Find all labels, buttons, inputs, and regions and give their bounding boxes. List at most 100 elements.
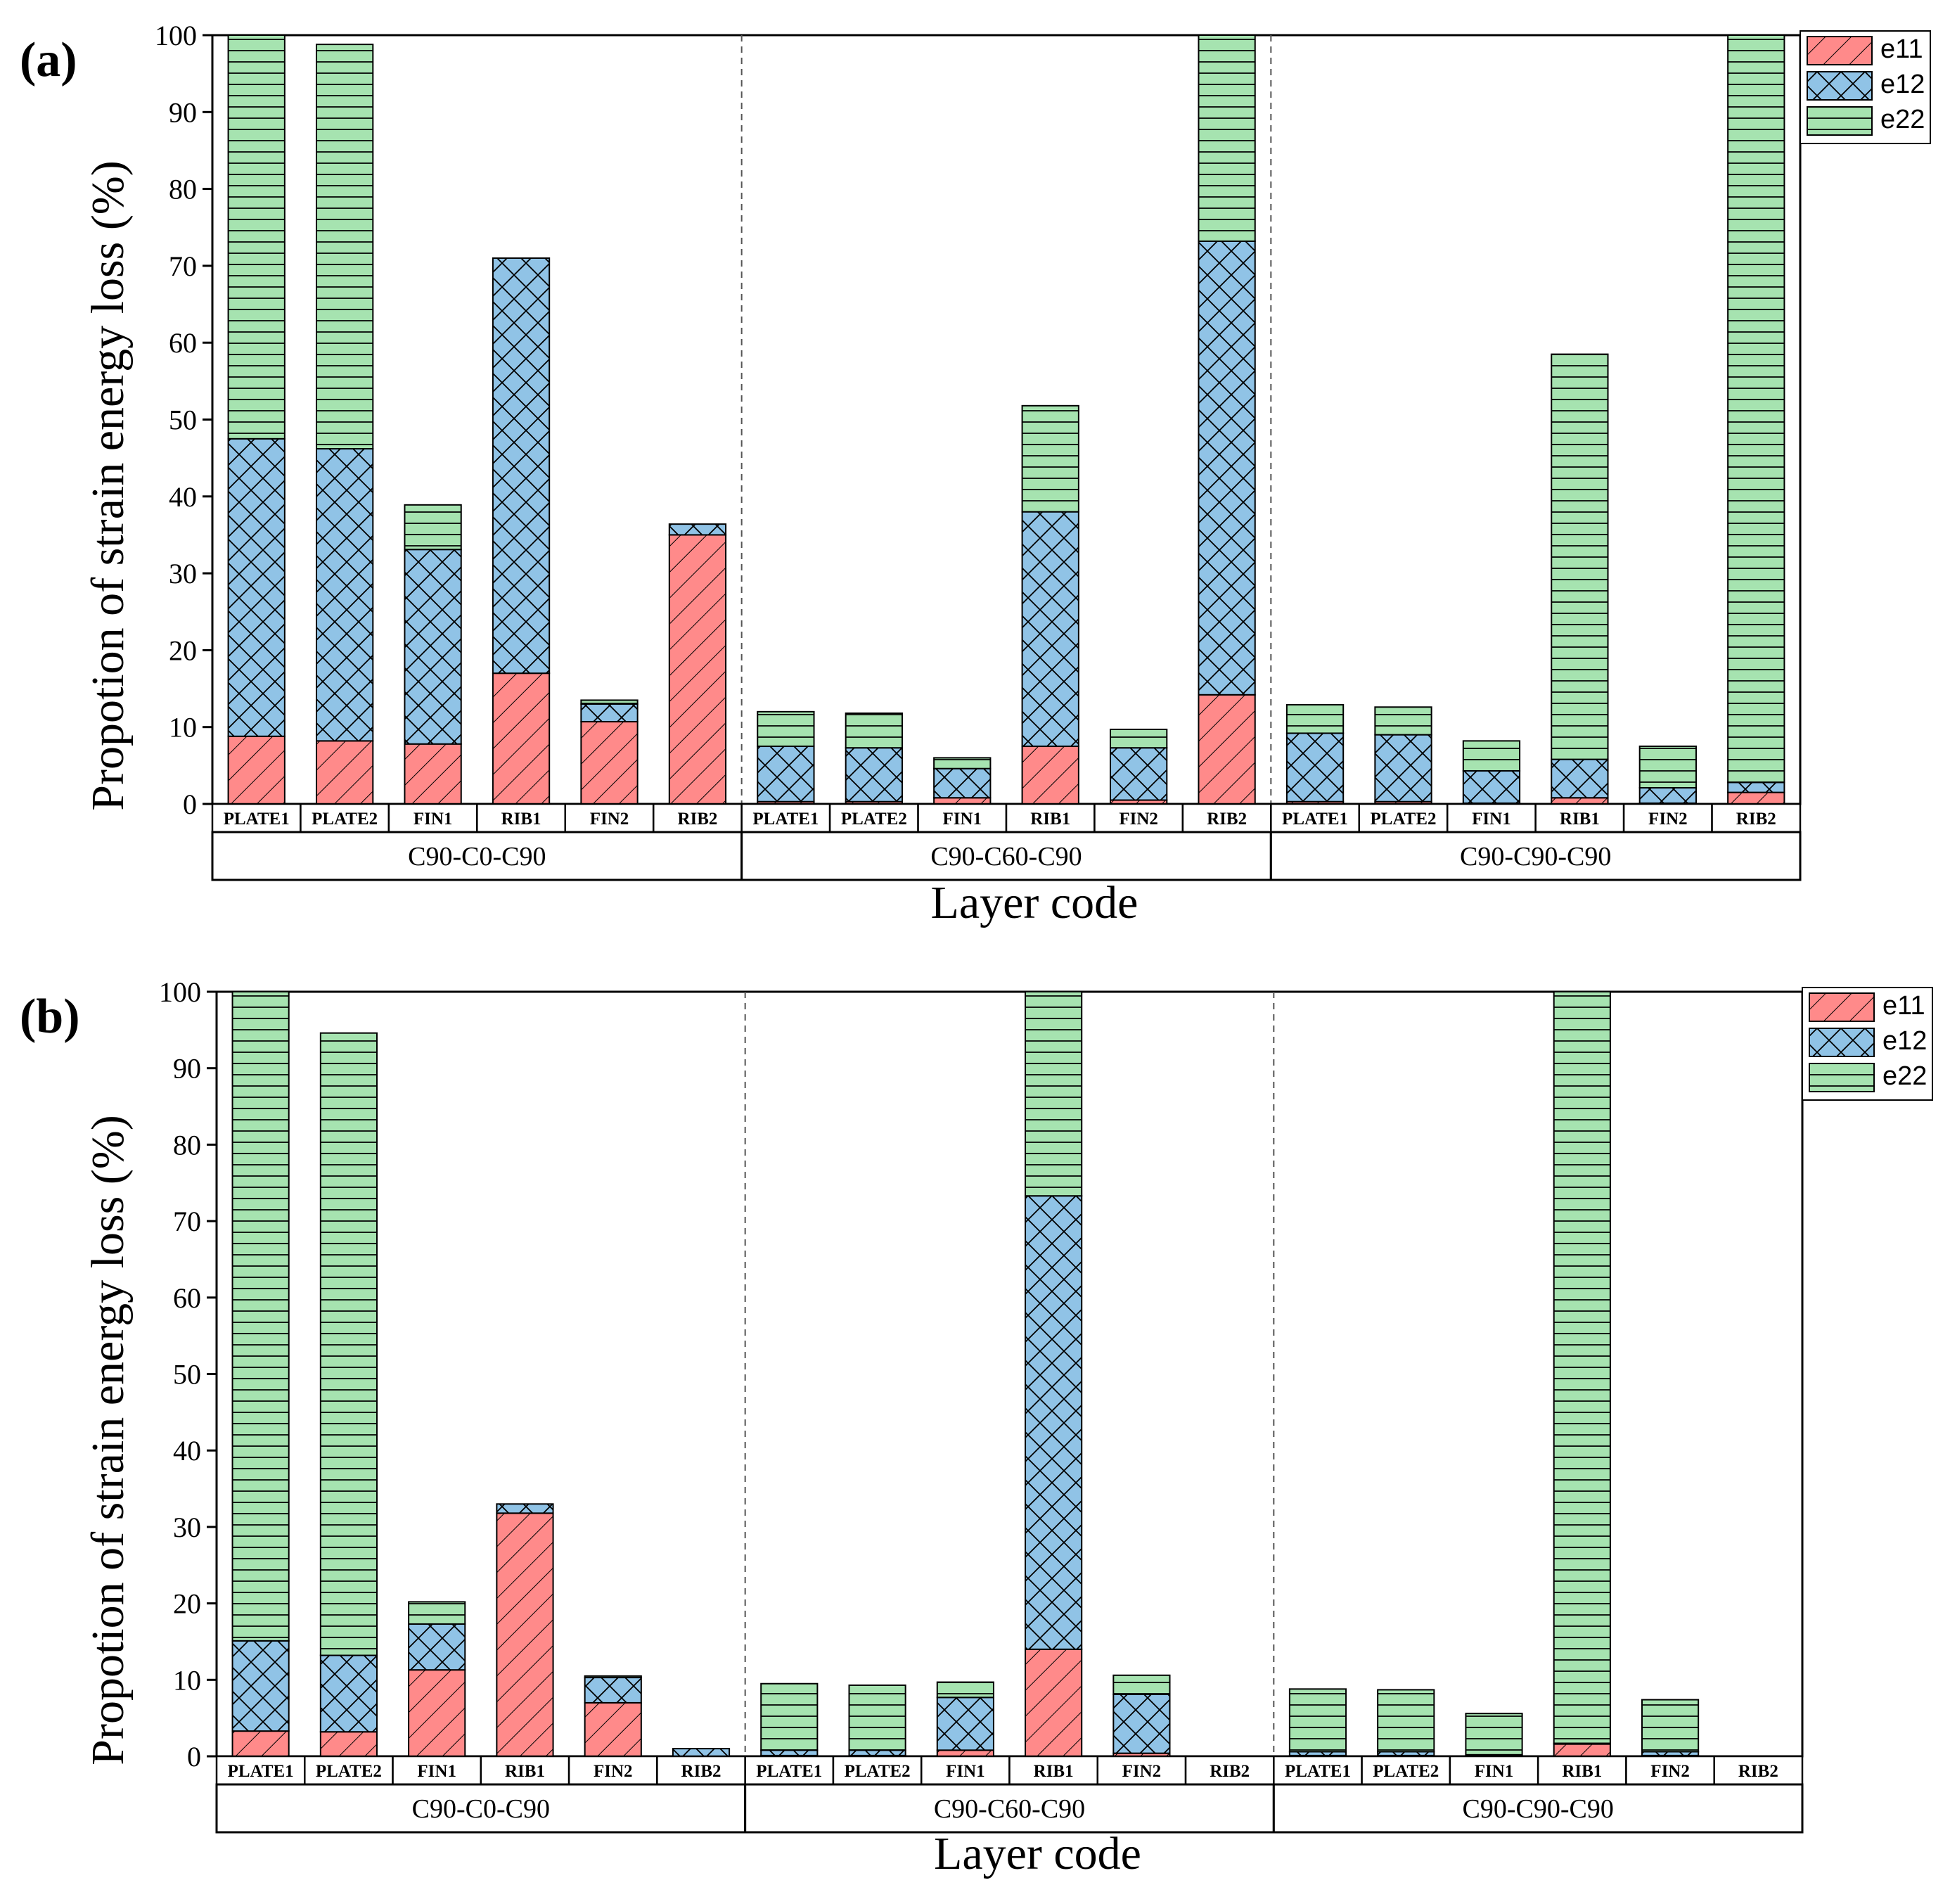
category-label-rib1: RIB1 bbox=[1560, 810, 1600, 829]
bar-e12-plate1 bbox=[1285, 732, 1345, 803]
bar-e12-fin2 bbox=[1110, 747, 1168, 801]
group-label: C90-C90-C90 bbox=[1462, 1794, 1613, 1824]
category-cell bbox=[300, 803, 390, 833]
x-axis-title: Layer code bbox=[931, 877, 1138, 928]
legend-label-e11: e11 bbox=[1882, 991, 1925, 1021]
group-cell bbox=[740, 831, 1272, 881]
bar-e22-plate1 bbox=[227, 34, 286, 440]
legend-swatch-e12 bbox=[1807, 71, 1873, 101]
bar-e22-rib1 bbox=[1025, 991, 1083, 1197]
category-label-rib2: RIB2 bbox=[1207, 810, 1247, 829]
chart-panel-b: 0 10 20 30 40 50 60 70 80 90 100 PLATE1 PLATE2 FIN1 RI… bbox=[20, 976, 1933, 1879]
bar-e11-fin1 bbox=[936, 1749, 994, 1757]
category-cell bbox=[1093, 803, 1184, 833]
y-axis-title: Propotion of strain energy loss (%) bbox=[82, 160, 134, 810]
bar-e11-rib1 bbox=[1553, 1743, 1611, 1757]
category-label-plate2: PLATE2 bbox=[1373, 1762, 1439, 1781]
bar-e22-fin1 bbox=[936, 1681, 994, 1699]
group-cell bbox=[744, 1783, 1275, 1834]
category-label-rib1: RIB1 bbox=[1034, 1762, 1074, 1781]
category-label-fin1: FIN1 bbox=[946, 1762, 985, 1781]
category-label-plate1: PLATE1 bbox=[228, 1762, 294, 1781]
category-cell bbox=[1273, 1755, 1363, 1786]
bar-e12-plate2 bbox=[845, 747, 903, 803]
category-label-plate2: PLATE2 bbox=[312, 810, 378, 829]
bar-e22-fin2 bbox=[1112, 1674, 1171, 1695]
category-label-plate2: PLATE2 bbox=[845, 1762, 911, 1781]
y-tick-label: 70 bbox=[173, 1206, 201, 1237]
legend: e11 e12 e22 bbox=[1800, 30, 1931, 144]
x-axis-title: Layer code bbox=[934, 1828, 1141, 1879]
y-tick-label: 0 bbox=[183, 788, 197, 820]
category-label-rib2: RIB2 bbox=[1210, 1762, 1250, 1781]
y-tick-label: 60 bbox=[173, 1282, 201, 1314]
legend-swatch-e22 bbox=[1809, 1063, 1875, 1092]
y-tick-label: 40 bbox=[173, 1435, 201, 1467]
bar-e22-rib2 bbox=[1198, 34, 1256, 242]
category-label-rib2: RIB2 bbox=[1738, 1762, 1778, 1781]
y-axis-title: Propotion of strain energy loss (%) bbox=[82, 1115, 134, 1765]
category-label-fin2: FIN2 bbox=[1648, 810, 1688, 829]
y-tick-label: 50 bbox=[173, 1359, 201, 1391]
category-cell bbox=[1358, 803, 1449, 833]
category-cell bbox=[656, 1755, 746, 1786]
category-label-fin2: FIN2 bbox=[1119, 810, 1158, 829]
bar-e22-rib1 bbox=[1553, 991, 1611, 1744]
bar-e12-rib2 bbox=[672, 1748, 731, 1757]
bar-e11-plate2 bbox=[319, 1731, 378, 1758]
bar-e12-rib1 bbox=[1021, 511, 1079, 748]
y-tick-label: 90 bbox=[173, 1053, 201, 1085]
legend-label-e12: e12 bbox=[1880, 70, 1925, 99]
legend-swatch-e12 bbox=[1809, 1028, 1875, 1057]
bar-e12-rib1 bbox=[496, 1503, 554, 1514]
bar-e22-fin1 bbox=[1465, 1713, 1523, 1756]
bar-e22-plate2 bbox=[319, 1032, 378, 1656]
bar-e11-plate1 bbox=[231, 1730, 290, 1757]
legend-swatch-e11 bbox=[1809, 992, 1875, 1022]
category-label-plate2: PLATE2 bbox=[316, 1762, 382, 1781]
category-cell bbox=[1096, 1755, 1187, 1786]
bar-e12-rib2 bbox=[1727, 781, 1785, 793]
bar-e12-plate1 bbox=[231, 1640, 290, 1732]
category-label-rib2: RIB2 bbox=[1736, 810, 1776, 829]
y-tick-label: 10 bbox=[169, 712, 197, 743]
bar-e22-plate2 bbox=[848, 1684, 906, 1751]
y-tick-label: 0 bbox=[187, 1741, 201, 1772]
bar-e22-fin2 bbox=[584, 1675, 642, 1679]
legend-label-e22: e22 bbox=[1882, 1061, 1927, 1091]
chart-panel-a: 0 10 20 30 40 50 60 70 80 90 100 PLATE1 PLATE2 FIN1 RI… bbox=[20, 20, 1931, 928]
bar-e12-plate2 bbox=[848, 1749, 906, 1756]
y-tick-label: 90 bbox=[169, 96, 197, 128]
bar-e22-plate1 bbox=[760, 1682, 819, 1751]
category-cell bbox=[1534, 803, 1625, 833]
bar-e22-plate1 bbox=[1288, 1688, 1347, 1753]
y-tick-label: 80 bbox=[169, 174, 197, 205]
bar-e11-rib1 bbox=[1025, 1648, 1083, 1758]
panel-label: (a) bbox=[20, 33, 77, 87]
group-label: C90-C60-C90 bbox=[934, 1794, 1085, 1824]
category-label-fin2: FIN2 bbox=[590, 810, 629, 829]
group-cell bbox=[1272, 1783, 1804, 1834]
category-label-rib1: RIB1 bbox=[1030, 810, 1070, 829]
bar-e22-fin1 bbox=[933, 757, 992, 769]
category-label-plate2: PLATE2 bbox=[1371, 810, 1437, 829]
bar-e12-fin2 bbox=[580, 703, 639, 723]
category-cell bbox=[392, 1755, 482, 1786]
bar-e12-fin1 bbox=[404, 549, 462, 745]
y-tick-label: 40 bbox=[169, 481, 197, 513]
bar-e12-plate1 bbox=[757, 746, 815, 803]
group-cell bbox=[215, 1783, 747, 1834]
bar-e12-rib1 bbox=[492, 257, 551, 675]
category-label-fin2: FIN2 bbox=[594, 1762, 633, 1781]
category-label-plate1: PLATE1 bbox=[1285, 1762, 1351, 1781]
bar-e12-fin2 bbox=[1638, 787, 1697, 804]
category-label-plate1: PLATE1 bbox=[752, 810, 819, 829]
bar-e22-plate1 bbox=[1285, 704, 1345, 734]
bar-e12-fin1 bbox=[1462, 770, 1521, 804]
category-cell bbox=[1270, 803, 1361, 833]
bar-e22-rib1 bbox=[1021, 404, 1079, 513]
category-cell bbox=[1713, 1755, 1804, 1786]
bar-e22-plate2 bbox=[1374, 706, 1432, 736]
bar-e11-rib1 bbox=[1021, 746, 1079, 805]
category-label-plate2: PLATE2 bbox=[841, 810, 907, 829]
